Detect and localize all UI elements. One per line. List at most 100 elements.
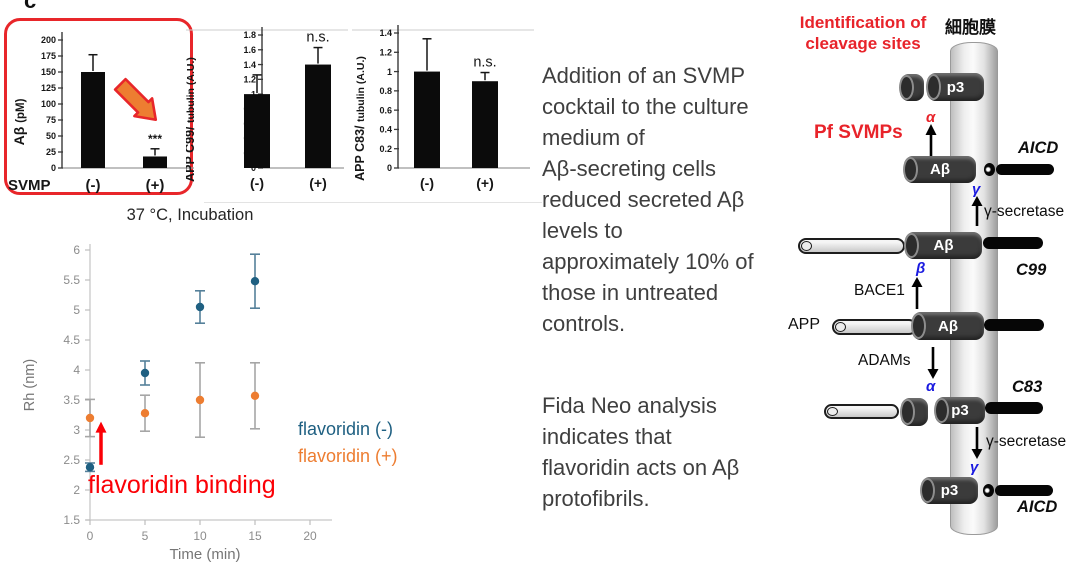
chart-image-divider [204, 202, 542, 203]
up-arrow-icon [911, 277, 923, 309]
c99-rod [983, 237, 1043, 249]
p3-cylinder-bottom: p3 [920, 477, 978, 504]
down-arrow-icon [927, 347, 939, 379]
adams-label: ADAMs [858, 352, 911, 369]
rod-end-dot [984, 163, 995, 176]
decrease-arrow-icon [113, 77, 158, 122]
abeta-cylinder-1: Aβ [903, 156, 976, 183]
svg-text:(-): (-) [250, 175, 264, 191]
svg-text:(-): (-) [86, 177, 101, 194]
c83-rod [985, 402, 1043, 414]
svg-text:0.2: 0.2 [379, 144, 392, 154]
aicd-label-top: AICD [1018, 139, 1059, 157]
svg-text:(+): (+) [309, 175, 327, 191]
bar-chart-abeta: 0 25 50 75 100 125 150 175 200 Aβ (pM) (-) (+) SVMP *… [6, 14, 198, 196]
svg-text:APP C83/ tubulin (A.U.): APP C83/ tubulin (A.U.) [353, 56, 367, 181]
svg-text:(+): (+) [146, 177, 165, 194]
p3-cylinder-mid: p3 [934, 397, 985, 424]
svg-text:150: 150 [41, 67, 56, 77]
abeta-cylinder-3: Aβ [911, 312, 984, 340]
svg-text:1: 1 [387, 67, 392, 77]
summary-text-fida: Fida Neo analysis indicates that flavori… [542, 393, 740, 511]
gamma-site-label-bottom: γ [970, 459, 979, 476]
svg-text:0.6: 0.6 [379, 105, 392, 115]
ectodomain-rod [798, 238, 905, 254]
svg-text:10: 10 [193, 529, 207, 543]
svg-text:2: 2 [73, 483, 80, 497]
scatter-plot-fida: 1.5 2 2.5 3 3.5 4 4.5 5 5.5 6 0 5 10 15 20 [30, 200, 450, 575]
svg-text:5.5: 5.5 [63, 273, 80, 287]
svg-text:1.8: 1.8 [243, 30, 256, 40]
gamma-secretase-label-bottom: γ-secretase [986, 433, 1067, 450]
highlight-frame [4, 18, 193, 195]
svg-text:n.s.: n.s. [473, 55, 496, 71]
svg-text:1.2: 1.2 [379, 47, 392, 57]
scatter-x-axis-label: Time (min) [169, 546, 241, 563]
svg-text:0.8: 0.8 [379, 86, 392, 96]
pf-svmps-label: Pf SVMPs [814, 122, 903, 143]
svg-text:75: 75 [46, 115, 56, 125]
app-label: APP [788, 316, 821, 333]
app-ctf-rod [984, 319, 1044, 331]
svg-text:2.5: 2.5 [63, 453, 80, 467]
svg-text:20: 20 [303, 529, 317, 543]
svg-text:1.4: 1.4 [379, 28, 392, 38]
svg-text:6: 6 [73, 243, 80, 257]
svg-text:25: 25 [46, 147, 56, 157]
svg-text:0.4: 0.4 [379, 125, 392, 135]
svg-text:n.s.: n.s. [306, 30, 329, 46]
svg-text:50: 50 [46, 131, 56, 141]
cleavage-pathway-diagram: Identification of cleavage sites 細胞膜 p3 … [788, 0, 1083, 575]
aicd-label-bottom: AICD [1017, 498, 1058, 516]
down-arrow-icon [971, 427, 983, 459]
app-ectodomain-rod [832, 319, 917, 335]
svg-text:200: 200 [41, 35, 56, 45]
svg-text:0: 0 [387, 163, 392, 173]
scatter-y-axis-label: Rh (nm) [22, 358, 38, 412]
svg-text:Aβ (pM): Aβ (pM) [11, 98, 27, 145]
legend-flavoridin-minus: flavoridin (-) [298, 419, 394, 439]
svg-text:3.5: 3.5 [63, 393, 80, 407]
summary-text-svmp: Addition of an SVMP cocktail to the cult… [542, 63, 754, 336]
aicd-rod-bottom [995, 485, 1053, 496]
svg-text:1.5: 1.5 [63, 513, 80, 527]
shed-ectodomain-rod [824, 404, 899, 419]
scatter-title: 37 °C, Incubation [126, 206, 254, 224]
svg-text:1.6: 1.6 [243, 45, 256, 55]
annotation-flavoridin-binding: flavoridin binding [88, 471, 276, 499]
alpha-site-label-blue: α [926, 378, 936, 395]
svg-text:175: 175 [41, 51, 56, 61]
svg-text:3: 3 [73, 423, 80, 437]
rod-end-dot [983, 484, 994, 497]
panel-label: c [24, 0, 37, 13]
svg-text:5: 5 [142, 529, 149, 543]
cylinder-fragment [900, 398, 928, 426]
gamma-secretase-label-top: γ-secretase [984, 203, 1065, 220]
cylinder-fragment [899, 74, 924, 101]
svg-text:4: 4 [73, 363, 80, 377]
bar-chart-app-c83: 0 0.2 0.4 0.6 0.8 1 1.2 1.4 APP C83/ tubulin (A.… [352, 14, 534, 196]
aicd-rod-top [996, 164, 1054, 175]
svg-text:(+): (+) [476, 175, 494, 191]
svg-text:4.5: 4.5 [63, 333, 80, 347]
svg-text:SVMP: SVMP [8, 177, 51, 194]
svg-text:100: 100 [41, 99, 56, 109]
alpha-site-label-red: α [926, 109, 936, 126]
legend-flavoridin-plus: flavoridin (+) [298, 446, 398, 466]
svg-text:0: 0 [251, 163, 256, 173]
up-arrow-icon [971, 196, 983, 226]
svg-text:***: *** [148, 132, 162, 146]
svg-text:1.4: 1.4 [243, 60, 256, 70]
svg-text:15: 15 [248, 529, 262, 543]
c99-label: C99 [1016, 261, 1047, 279]
membrane-label: 細胞膜 [945, 18, 996, 37]
c83-label: C83 [1012, 378, 1043, 396]
svg-text:1.2: 1.2 [243, 75, 256, 85]
svg-text:(-): (-) [420, 175, 434, 191]
abeta-cylinder-2: Aβ [904, 232, 982, 259]
svg-text:0: 0 [87, 529, 94, 543]
diagram-heading: Identification of cleavage sites [799, 13, 927, 54]
svg-text:0: 0 [51, 163, 56, 173]
